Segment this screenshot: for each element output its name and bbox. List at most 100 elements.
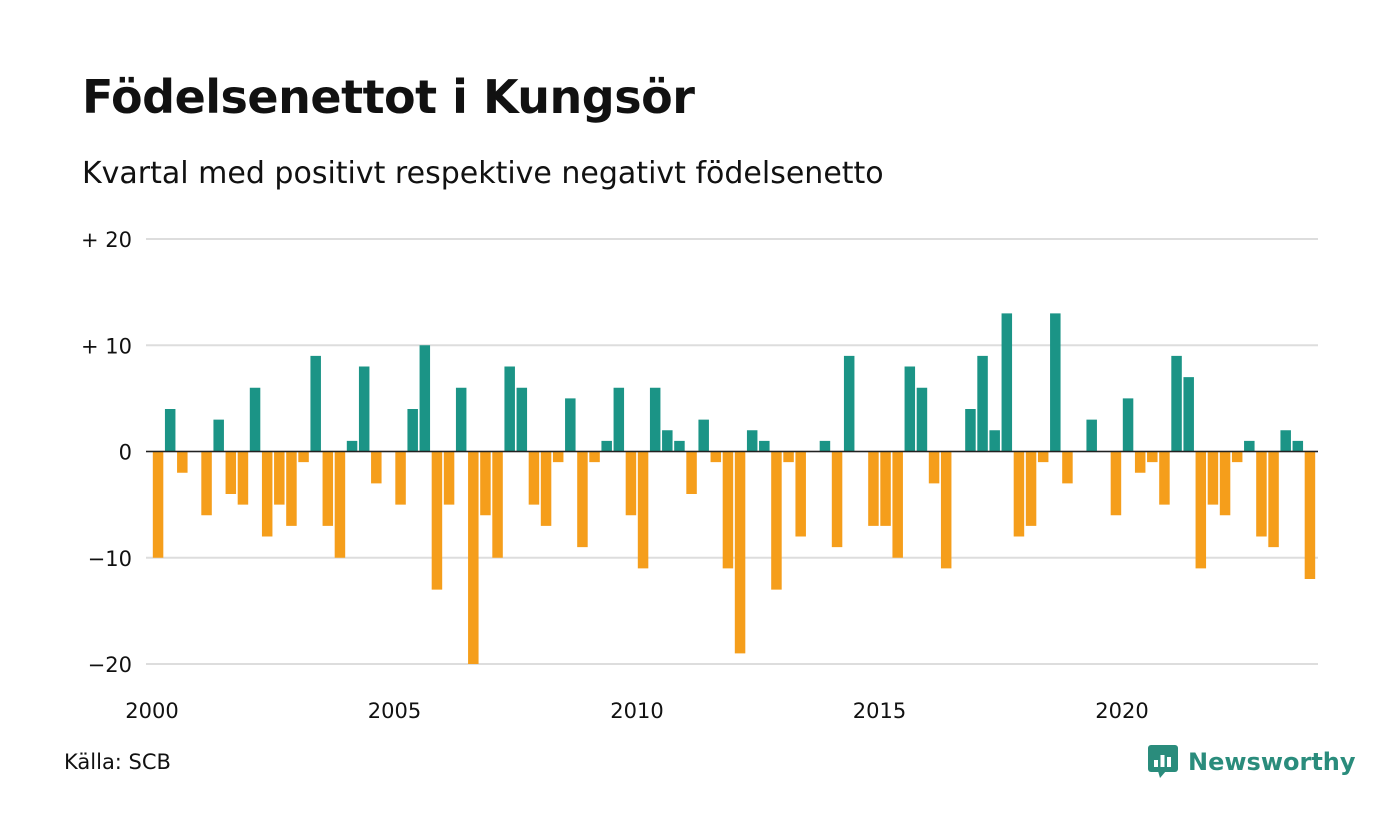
bar-2015-q3 [904, 366, 916, 452]
bar-2019-q2 [1086, 419, 1097, 452]
bar-2001-q1 [201, 451, 212, 516]
bar-2004-q2 [358, 366, 370, 452]
bar-2012-q4 [771, 451, 782, 590]
bar-2016-q4 [965, 409, 976, 452]
bar-2009-q2 [601, 440, 612, 452]
bar-2012-q2 [746, 430, 758, 452]
x-tick-label: 2020 [1095, 699, 1148, 723]
bar-2010-q3 [662, 430, 673, 452]
bar-2011-q4 [722, 451, 734, 569]
bar-2003-q4 [334, 451, 346, 558]
bar-2008-q3 [565, 398, 576, 452]
bar-2002-q4 [286, 451, 297, 526]
bar-2020-q1 [1122, 398, 1134, 452]
bar-2007-q1 [492, 451, 503, 558]
bar-2022-q2 [1231, 451, 1243, 463]
bar-2005-q1 [395, 451, 406, 505]
bar-2008-q1 [540, 451, 552, 526]
bar-2006-q3 [468, 451, 479, 664]
x-tick-label: 2000 [125, 699, 178, 723]
bar-2004-q1 [346, 440, 358, 452]
bar-2012-q1 [734, 451, 746, 654]
bar-2000-q2 [164, 409, 176, 452]
bar-2010-q4 [674, 440, 685, 452]
bar-2023-q2 [1280, 430, 1291, 452]
bar-2017-q3 [1001, 313, 1013, 452]
bar-2002-q3 [274, 451, 285, 505]
bar-2011-q3 [710, 451, 722, 463]
y-tick-label: 0 [119, 441, 132, 465]
bar-2010-q2 [649, 387, 661, 452]
bar-2016-q2 [940, 451, 952, 569]
bar-2007-q2 [504, 366, 515, 452]
bar-2008-q2 [552, 451, 564, 463]
bar-2012-q3 [759, 440, 770, 452]
bar-2023-q3 [1292, 440, 1304, 452]
bar-2011-q1 [686, 451, 697, 494]
x-axis-labels: 2000 2005 2010 2015 2020 [125, 699, 1148, 723]
brand-name: Newsworthy [1188, 748, 1356, 776]
bar-2009-q4 [625, 451, 637, 516]
chart-title: Födelsenettot i Kungsör [82, 70, 695, 124]
brand-logo[interactable]: Newsworthy [1148, 744, 1356, 780]
bar-2005-q4 [431, 451, 443, 590]
bar-2006-q4 [480, 451, 491, 516]
bar-2005-q2 [407, 409, 418, 452]
bar-2022-q1 [1219, 451, 1231, 516]
bar-2013-q1 [783, 451, 794, 463]
y-tick-label: + 10 [81, 334, 132, 358]
bar-2009-q3 [613, 387, 625, 452]
bar-2001-q4 [237, 451, 249, 505]
bar-2003-q2 [310, 355, 321, 452]
bar-2006-q1 [443, 451, 455, 505]
bar-2010-q1 [637, 451, 649, 569]
bar-2019-q4 [1110, 451, 1122, 516]
bar-2014-q4 [868, 451, 879, 526]
bar-2001-q2 [213, 419, 224, 452]
bar-2007-q3 [516, 387, 528, 452]
bar-2004-q3 [371, 451, 382, 484]
y-tick-label: + 20 [81, 228, 132, 252]
y-tick-label: −20 [88, 653, 132, 677]
bar-2020-q4 [1159, 451, 1170, 505]
bar-2005-q3 [419, 345, 431, 452]
bar-2009-q1 [589, 451, 600, 463]
bar-2018-q2 [1037, 451, 1049, 463]
x-tick-label: 2015 [853, 699, 906, 723]
x-tick-label: 2005 [368, 699, 421, 723]
bar-2021-q1 [1171, 355, 1182, 452]
bar-2018-q3 [1050, 313, 1061, 452]
bar-2002-q1 [249, 387, 261, 452]
bar-2021-q4 [1207, 451, 1219, 505]
bar-2022-q4 [1256, 451, 1267, 537]
newsworthy-logo-icon [1148, 745, 1178, 778]
bar-2014-q2 [843, 355, 855, 452]
bar-2017-q1 [977, 355, 988, 452]
bar-2021-q3 [1195, 451, 1207, 569]
bar-2002-q2 [261, 451, 273, 537]
bar-2001-q3 [225, 451, 237, 494]
bar-2014-q1 [831, 451, 843, 548]
source-note: Källa: SCB [64, 750, 171, 774]
bar-2013-q2 [795, 451, 806, 537]
bar-2017-q2 [989, 430, 1000, 452]
bar-2020-q2 [1134, 451, 1146, 473]
bar-2006-q2 [455, 387, 467, 452]
bar-2018-q4 [1062, 451, 1073, 484]
bar-2022-q3 [1244, 440, 1255, 452]
bar-2018-q1 [1025, 451, 1037, 526]
bar-2015-q1 [880, 451, 891, 526]
bar-2023-q1 [1268, 451, 1279, 548]
bar-2008-q4 [577, 451, 588, 548]
bars [152, 313, 1316, 664]
y-axis-labels: + 20 + 10 0 −10 −20 [81, 228, 132, 677]
bar-2023-q4 [1304, 451, 1316, 579]
bar-2015-q2 [892, 451, 903, 558]
chart-subtitle: Kvartal med positivt respektive negativt… [82, 156, 884, 191]
y-tick-label: −10 [88, 547, 132, 571]
bar-2000-q1 [152, 451, 164, 558]
bar-2007-q4 [528, 451, 540, 505]
bar-2015-q4 [916, 387, 928, 452]
bar-2020-q3 [1147, 451, 1158, 463]
bar-2003-q1 [298, 451, 309, 463]
